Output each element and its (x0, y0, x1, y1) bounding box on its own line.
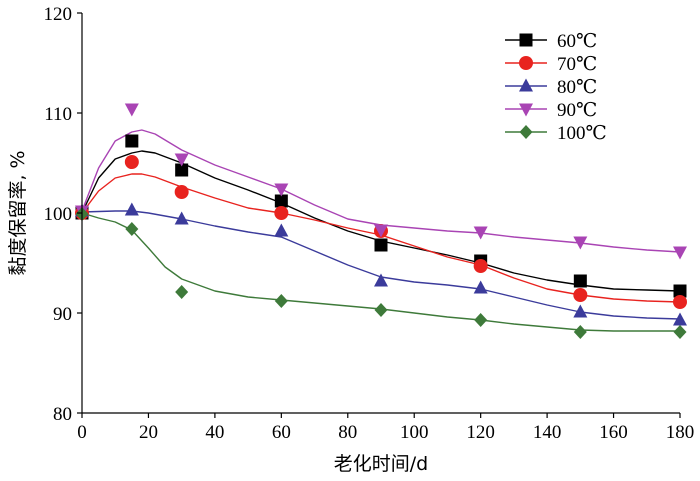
data-point (573, 304, 588, 318)
x-axis-ticks: 0 20 40 60 80 100 120 140 160 180 (77, 413, 694, 443)
data-point (124, 103, 139, 117)
data-point (473, 259, 488, 273)
data-point (473, 280, 488, 294)
y-tick-label: 90 (53, 304, 72, 325)
series-line-1 (81, 173, 681, 303)
data-point (374, 303, 388, 317)
data-point (274, 294, 288, 308)
x-tick-label: 80 (338, 422, 357, 443)
series-line-0 (81, 150, 681, 292)
legend-label: 70℃ (557, 54, 597, 75)
data-point (673, 325, 687, 339)
data-point (174, 211, 189, 225)
x-tick-label: 40 (205, 422, 224, 443)
x-tick-label: 180 (666, 422, 695, 443)
legend-label: 80℃ (557, 77, 597, 98)
data-point (174, 153, 189, 167)
data-point (175, 163, 189, 177)
data-point (125, 222, 139, 236)
legend-label: 60℃ (557, 31, 597, 52)
data-point (673, 284, 687, 298)
y-tick-label: 110 (44, 104, 72, 125)
y-tick-label: 100 (44, 204, 73, 225)
data-point (573, 236, 588, 250)
data-point (474, 313, 488, 327)
legend-marker (519, 56, 533, 70)
x-tick-label: 100 (400, 422, 429, 443)
series-line-4 (81, 212, 680, 332)
data-point (124, 155, 139, 169)
data-point (374, 238, 388, 252)
data-point (125, 134, 139, 148)
series-line-3 (81, 129, 681, 253)
x-tick-label: 140 (533, 422, 562, 443)
data-point (374, 224, 388, 238)
data-point (673, 312, 687, 326)
legend-marker (519, 78, 533, 92)
x-tick-label: 60 (272, 422, 291, 443)
legend-marker (519, 33, 533, 47)
data-point (175, 285, 189, 299)
x-axis-title: 老化时间/d (334, 453, 428, 475)
x-tick-label: 160 (599, 422, 628, 443)
data-point (374, 273, 388, 287)
data-point (174, 185, 189, 199)
data-point (274, 194, 288, 208)
legend-label: 100℃ (557, 123, 607, 144)
data-point (573, 325, 587, 339)
legend-marker (519, 125, 533, 139)
legend-label: 90℃ (557, 100, 597, 121)
y-axis-title: 黏度保留率, % (7, 150, 29, 275)
series-curves (81, 129, 681, 332)
data-point (673, 246, 687, 260)
x-tick-label: 20 (139, 422, 158, 443)
x-tick-label: 120 (466, 422, 495, 443)
series-line-2 (81, 210, 681, 320)
data-point (673, 295, 687, 309)
x-tick-label: 0 (77, 422, 87, 443)
y-tick-label: 80 (53, 404, 72, 425)
legend-marker (519, 103, 533, 117)
data-point (573, 288, 588, 302)
data-point (274, 206, 289, 220)
y-axis-ticks: 80 90 100 110 120 (44, 4, 82, 425)
data-point (124, 202, 139, 216)
y-tick-label: 120 (44, 4, 73, 25)
data-point (274, 223, 289, 237)
data-point (274, 183, 289, 197)
data-point (473, 226, 488, 240)
data-point (573, 274, 587, 288)
